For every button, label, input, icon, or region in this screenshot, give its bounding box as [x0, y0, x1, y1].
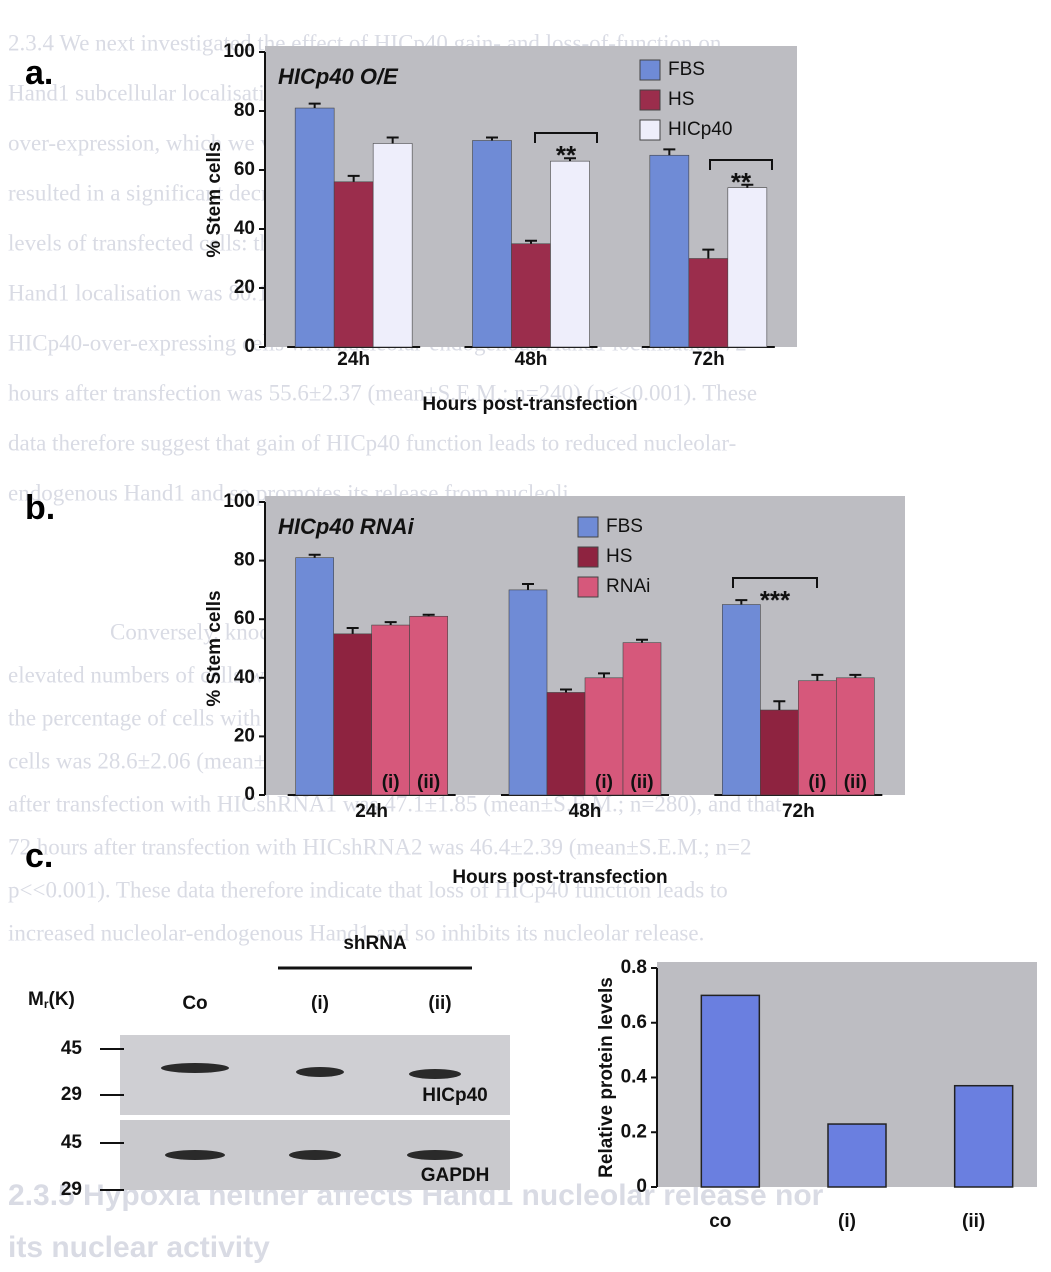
significance-mark: ** [556, 140, 577, 170]
blot-marker-label: Mr(K) [28, 989, 75, 1011]
blot-band-label: HICp40 [422, 1085, 487, 1106]
panel-label: c. [25, 837, 53, 875]
bar-label: (i) [808, 772, 826, 793]
blot-band-label: GAPDH [421, 1165, 490, 1186]
y-tick-label: 40 [234, 218, 255, 239]
legend-swatch [640, 90, 660, 110]
bar [512, 244, 551, 347]
legend-swatch [578, 547, 598, 567]
x-tick-label: 72h [692, 349, 725, 370]
body-line: 72 hours after transfection with HICshRN… [8, 834, 751, 859]
bar [372, 625, 410, 795]
bar [689, 259, 728, 348]
bar [509, 590, 547, 795]
section-heading: its nuclear activity [8, 1231, 270, 1264]
bar [701, 995, 759, 1187]
y-tick-label: 0.4 [621, 1067, 648, 1088]
y-tick-label: 0.6 [621, 1012, 647, 1033]
y-tick-label: 60 [234, 608, 255, 629]
blot-marker: 29 [61, 1084, 82, 1105]
bar [295, 108, 334, 347]
y-tick-label: 80 [234, 100, 255, 121]
y-tick-label: 0 [636, 1176, 647, 1197]
blot-band [409, 1069, 461, 1079]
bar [373, 143, 412, 347]
significance-mark: *** [760, 585, 791, 615]
legend-label: HS [606, 546, 632, 567]
x-tick-label: 24h [355, 801, 388, 822]
x-tick-label: 24h [337, 349, 370, 370]
chart-title: HICp40 O/E [278, 64, 399, 89]
blot-lane-label: Co [182, 993, 207, 1014]
blot-band [289, 1150, 341, 1160]
chart-title: HICp40 RNAi [278, 514, 415, 539]
y-tick-label: 0 [244, 784, 255, 805]
bar [828, 1124, 886, 1187]
legend-label: HS [668, 89, 694, 110]
x-tick-label: (i) [838, 1211, 856, 1232]
bar-label: (i) [595, 772, 613, 793]
x-tick-label: 48h [515, 349, 548, 370]
legend-swatch [578, 517, 598, 537]
y-tick-label: 0.2 [621, 1121, 647, 1142]
bar [955, 1086, 1013, 1187]
bar [410, 616, 448, 795]
y-axis-label: % Stem cells [204, 141, 225, 257]
blot-marker: 45 [61, 1038, 83, 1059]
bar [334, 634, 372, 795]
bar [473, 141, 512, 348]
y-tick-label: 40 [234, 667, 255, 688]
bar-label: (i) [382, 772, 400, 793]
blot-marker: 45 [61, 1132, 83, 1153]
legend-swatch [640, 60, 660, 80]
legend-label: RNAi [606, 576, 650, 597]
legend-label: FBS [606, 516, 643, 537]
y-tick-label: 100 [223, 41, 255, 62]
y-tick-label: 60 [234, 159, 255, 180]
x-axis-label: Hours post-transfection [422, 394, 637, 415]
x-tick-label: 72h [782, 801, 815, 822]
blot-band [407, 1150, 463, 1160]
y-axis-label: % Stem cells [204, 590, 225, 706]
bar [722, 605, 760, 795]
legend-label: FBS [668, 59, 705, 80]
x-tick-label: (ii) [962, 1211, 985, 1232]
bar [760, 710, 798, 795]
page: Mr(K) 2.3.4 We next investigated the eff… [0, 0, 1051, 1272]
blot-band [161, 1063, 229, 1073]
blot-lane-label: (i) [311, 993, 329, 1014]
bar-label: (ii) [417, 772, 440, 793]
bar-label: (ii) [630, 772, 653, 793]
bar [728, 188, 767, 347]
bar [547, 692, 585, 795]
y-tick-label: 80 [234, 550, 255, 571]
body-line: data therefore suggest that gain of HICp… [8, 430, 736, 455]
y-axis-label: Relative protein levels [596, 977, 617, 1178]
blot-lane-label: (ii) [428, 993, 451, 1014]
blot-band [165, 1150, 225, 1160]
blot-band [296, 1067, 344, 1077]
bar [334, 182, 373, 347]
y-tick-label: 20 [234, 725, 255, 746]
y-tick-label: 100 [223, 491, 255, 512]
y-tick-label: 20 [234, 277, 255, 298]
x-tick-label: co [709, 1211, 731, 1232]
blot-marker: 29 [61, 1179, 82, 1200]
legend-label: HICp40 [668, 119, 732, 140]
blot-group-label: shRNA [343, 933, 407, 954]
bar-label: (ii) [844, 772, 867, 793]
x-tick-label: 48h [569, 801, 602, 822]
y-tick-label: 0.8 [621, 957, 647, 978]
y-tick-label: 0 [244, 336, 255, 357]
bar [296, 558, 334, 795]
body-line: hours after transfection was 55.6±2.37 (… [8, 380, 757, 405]
bar [650, 155, 689, 347]
bar [551, 161, 590, 347]
panel-label: a. [25, 54, 53, 92]
legend-swatch [578, 577, 598, 597]
significance-mark: ** [731, 167, 752, 197]
legend-swatch [640, 120, 660, 140]
x-axis-label: Hours post-transfection [452, 867, 667, 888]
panel-label: b. [25, 489, 55, 527]
